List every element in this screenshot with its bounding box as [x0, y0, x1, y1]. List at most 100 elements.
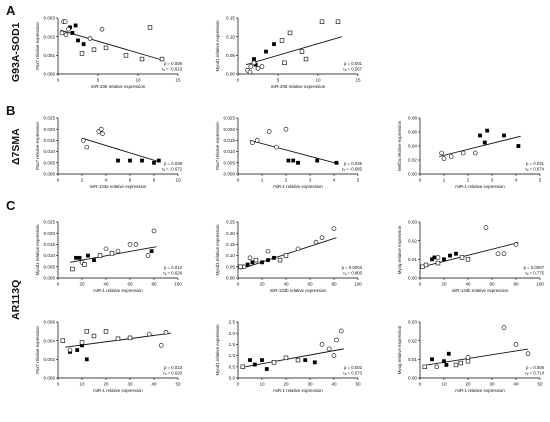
data-point-open-circle — [59, 30, 65, 36]
data-point-open-circle — [295, 246, 301, 252]
x-tick-label: 15 — [175, 78, 181, 83]
x-tick-label: 2 — [81, 178, 84, 183]
data-point-open-circle — [127, 242, 133, 247]
x-tick-label: 10 — [175, 178, 181, 183]
x-tick-label: 50 — [355, 382, 361, 387]
data-point-open-circle — [472, 150, 478, 156]
x-tick-label: 0 — [237, 282, 240, 287]
regression-line — [81, 137, 159, 163]
y-tick-label: 2.0 — [229, 331, 236, 336]
regression-line — [439, 135, 521, 157]
y-tick-label: 0.001 — [44, 53, 56, 58]
data-point-open-circle — [247, 255, 253, 261]
data-point-open-circle — [331, 226, 337, 232]
x-tick-label: 60 — [127, 282, 133, 287]
y-tick-label: 0.025 — [44, 220, 56, 225]
data-point-open-circle — [441, 156, 447, 161]
y-tick-label: 0.010 — [224, 149, 236, 154]
y-tick-label: 0.000 — [44, 276, 56, 281]
y-axis-label: Pax7 relative expression — [35, 22, 40, 70]
x-tick-label: 30 — [307, 382, 313, 387]
data-point-filled-square — [430, 357, 434, 362]
x-tick-label: 20 — [79, 282, 85, 287]
data-point-open-square — [103, 329, 109, 334]
scatter-plot: 0 1 2 3 4 5 0.000 0.005 0.010 0.015 0.020 0.025 miR-… — [215, 116, 363, 189]
data-point-filled-square — [272, 255, 276, 260]
data-point-filled-square — [478, 133, 482, 138]
data-point-filled-square — [272, 42, 276, 47]
x-tick-label: 100 — [354, 282, 362, 287]
p-value-label: p = 0.006 — [526, 365, 545, 370]
x-tick-label: 0 — [419, 178, 422, 183]
data-point-open-circle — [283, 126, 289, 132]
data-point-open-circle — [266, 129, 272, 134]
data-point-open-square — [283, 253, 289, 258]
x-tick-label: 80 — [513, 282, 519, 287]
data-point-open-circle — [326, 346, 332, 352]
y-tick-label: 0.5 — [229, 364, 236, 369]
x-tick-label: 10 — [315, 78, 321, 83]
x-tick-label: 1 — [443, 178, 446, 183]
y-tick-label: 0.020 — [44, 127, 56, 132]
data-point-open-square — [70, 266, 75, 272]
y-tick-label: 0.015 — [224, 138, 236, 143]
data-point-open-square — [253, 257, 259, 263]
x-tick-label: 0 — [419, 282, 422, 287]
x-tick-label: 20 — [441, 282, 447, 287]
x-tick-label: 40 — [283, 282, 289, 287]
y-axis-label: Myod1 relative expression — [215, 324, 220, 376]
y-tick-label: 0.20 — [226, 231, 235, 236]
data-point-filled-square — [430, 257, 434, 262]
data-point-open-square — [465, 358, 471, 364]
y-tick-label: 0.05 — [226, 53, 235, 58]
y-tick-label: 0.015 — [44, 242, 56, 247]
data-point-filled-square — [315, 158, 320, 163]
data-point-open-circle — [67, 347, 73, 353]
y-tick-label: 0.020 — [44, 231, 56, 236]
x-axis-label: miR-133a relative expression — [90, 184, 147, 189]
y-tick-label: 0.006 — [44, 320, 56, 325]
data-point-filled-square — [303, 358, 308, 362]
data-point-filled-square — [260, 358, 264, 362]
data-point-filled-square — [442, 359, 446, 364]
x-axis-label: miR-1 relative expression — [455, 184, 505, 189]
x-tick-label: 20 — [283, 382, 289, 387]
y-tick-label: 1.0 — [229, 353, 236, 358]
data-point-filled-square — [74, 255, 78, 260]
data-point-open-circle — [525, 351, 531, 357]
scatter-plot: 0 20 40 60 80 100 0.00 0.05 0.10 0.15 0.20 0.25 miR-… — [215, 220, 363, 293]
x-tick-label: 40 — [465, 282, 471, 287]
x-tick-label: 0 — [57, 78, 60, 83]
data-point-open-square — [458, 360, 463, 366]
p-value-label: p = 0.006 — [164, 61, 183, 66]
y-tick-label: 0.15 — [226, 242, 235, 247]
x-tick-label: 30 — [489, 382, 495, 387]
data-point-filled-square — [312, 360, 317, 365]
data-point-filled-square — [252, 362, 257, 367]
correlation-label: rₐ = 0.626 — [163, 271, 182, 276]
y-tick-label: 0.04 — [408, 144, 417, 149]
p-value-label: p = 0.0003 — [342, 265, 363, 270]
y-tick-label: 0.00 — [408, 276, 417, 281]
x-tick-label: 5 — [97, 78, 100, 83]
x-axis-label: miR-1 relative expression — [93, 388, 143, 393]
data-point-filled-square — [152, 160, 156, 165]
x-tick-label: 0 — [237, 78, 240, 83]
x-tick-label: 80 — [151, 282, 157, 287]
data-point-open-square — [295, 357, 301, 363]
y-tick-label: 0.10 — [226, 34, 235, 39]
p-value-label: p = 0.002 — [344, 365, 363, 370]
x-tick-label: 40 — [151, 382, 157, 387]
data-point-open-circle — [63, 32, 69, 38]
data-point-open-circle — [439, 150, 444, 156]
data-point-open-square — [115, 336, 121, 341]
x-axis-label: miR-133b relative expression — [452, 288, 509, 293]
scatter-plot: 0 20 40 60 80 100 0.000 0.005 0.010 0.015 0.020 0.0… — [35, 220, 183, 293]
data-point-open-square — [282, 60, 287, 66]
data-point-open-circle — [495, 251, 501, 257]
y-axis-label: Myod1 relative expression — [215, 20, 220, 72]
x-tick-label: 0 — [57, 282, 60, 287]
x-axis-label: miR-133b relative expression — [270, 288, 327, 293]
correlation-label: rₐ = -0.672 — [162, 167, 183, 172]
